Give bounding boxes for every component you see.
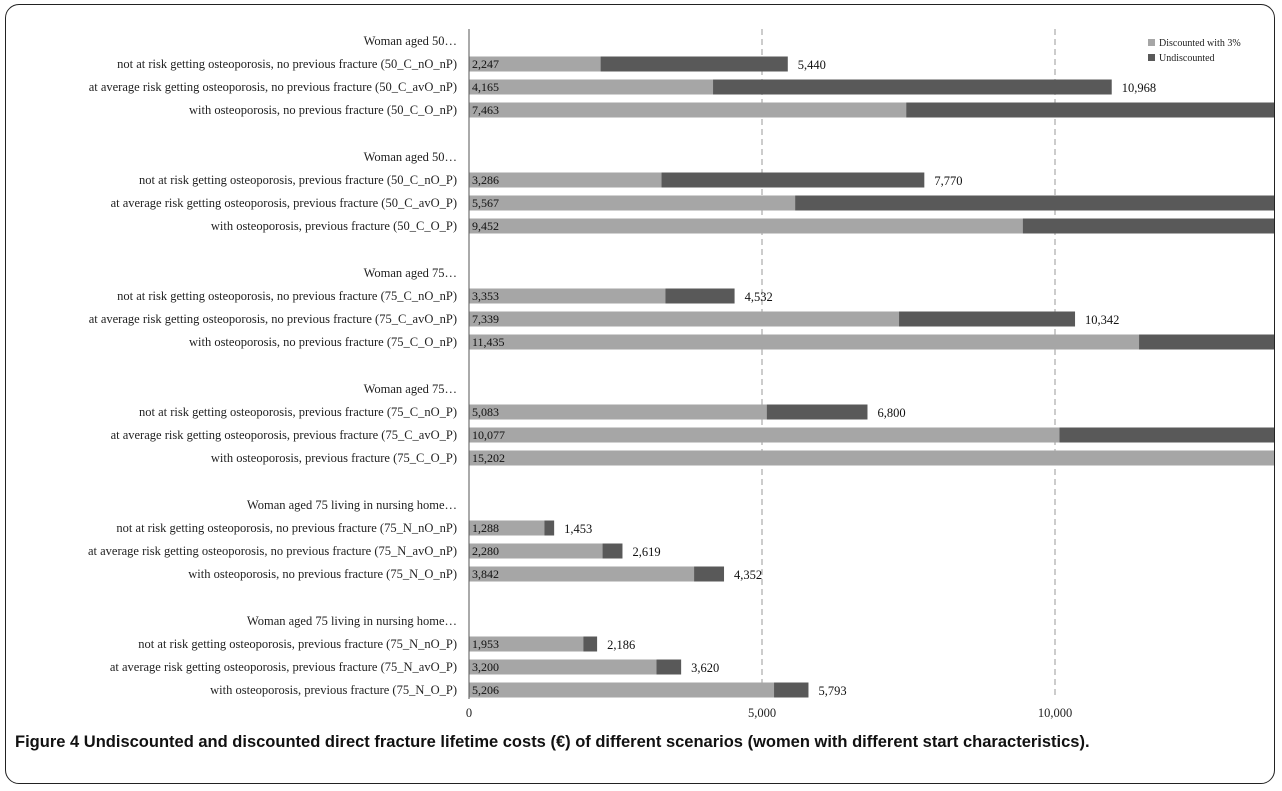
grid-lines — [761, 29, 1056, 699]
undiscounted-value-label: 6,800 — [877, 406, 905, 420]
category-label: with osteoporosis, no previous fracture … — [189, 335, 457, 349]
legend-swatch — [1148, 54, 1155, 61]
group-label: Woman aged 75… — [364, 382, 457, 396]
category-label: with osteoporosis, previous fracture (75… — [210, 683, 457, 697]
discounted-value-label: 10,077 — [472, 428, 505, 442]
bar-discounted — [469, 79, 714, 95]
bar-discounted — [469, 334, 1140, 350]
category-label: at average risk getting osteoporosis, pr… — [110, 660, 457, 674]
x-tick-label: 10,000 — [1038, 706, 1072, 720]
bar-discounted — [469, 218, 1023, 234]
category-label: not at risk getting osteoporosis, previo… — [139, 173, 457, 187]
undiscounted-value-label: 10,968 — [1122, 81, 1156, 95]
bar-discounted — [469, 566, 695, 582]
discounted-value-label: 1,288 — [472, 521, 499, 535]
category-label: not at risk getting osteoporosis, no pre… — [117, 289, 457, 303]
category-label: at average risk getting osteoporosis, pr… — [111, 196, 457, 210]
category-label: with osteoporosis, previous fracture (75… — [211, 451, 457, 465]
discounted-value-label: 3,353 — [472, 289, 499, 303]
discounted-value-label: 7,463 — [472, 103, 499, 117]
bar-discounted — [469, 520, 545, 536]
category-label: at average risk getting osteoporosis, no… — [89, 312, 457, 326]
undiscounted-value-label: 3,620 — [691, 661, 719, 675]
category-label: with osteoporosis, previous fracture (50… — [211, 219, 457, 233]
category-label: at average risk getting osteoporosis, pr… — [111, 428, 457, 442]
category-label: not at risk getting osteoporosis, previo… — [139, 405, 457, 419]
legend-swatch — [1148, 39, 1155, 46]
bar-discounted — [469, 427, 1060, 443]
group-label: Woman aged 75… — [364, 266, 457, 280]
figure-frame: Woman aged 50… not at risk getting osteop… — [5, 4, 1275, 784]
group-label: Woman aged 75 living in nursing home… — [247, 614, 457, 628]
discounted-value-label: 3,286 — [472, 173, 499, 187]
discounted-value-label: 1,953 — [472, 637, 499, 651]
legend-label: Discounted with 3% — [1159, 38, 1241, 49]
bar-discounted — [469, 311, 900, 327]
category-label: not at risk getting osteoporosis, no pre… — [116, 521, 457, 535]
discounted-value-label: 3,200 — [472, 660, 499, 674]
bars — [469, 56, 1274, 698]
category-label: with osteoporosis, no previous fracture … — [188, 567, 457, 581]
undiscounted-value-label: 4,532 — [745, 290, 773, 304]
bar-discounted — [469, 195, 796, 211]
category-label: at average risk getting osteoporosis, no… — [88, 544, 457, 558]
undiscounted-value-label: 4,352 — [734, 568, 762, 582]
discounted-value-label: 2,280 — [472, 544, 499, 558]
undiscounted-value-label: 7,770 — [934, 174, 962, 188]
x-tick-label: 0 — [466, 706, 472, 720]
discounted-value-label: 5,567 — [472, 196, 499, 210]
discounted-value-label: 2,247 — [472, 57, 499, 71]
undiscounted-value-label: 2,186 — [607, 638, 635, 652]
undiscounted-value-label: 5,440 — [798, 58, 826, 72]
caption-text: Undiscounted and discounted direct fract… — [83, 733, 1090, 751]
discounted-value-label: 4,165 — [472, 80, 499, 94]
bar-discounted — [469, 636, 584, 652]
figure-number: Figure 4 — [15, 733, 80, 751]
discounted-value-label: 7,339 — [472, 312, 499, 326]
stacked-bar-chart: Woman aged 50… not at risk getting osteop… — [88, 29, 1274, 720]
bar-discounted — [469, 172, 662, 188]
undiscounted-value-label: 5,793 — [818, 684, 846, 698]
category-label: not at risk getting osteoporosis, previo… — [138, 637, 457, 651]
discounted-value-label: 5,083 — [472, 405, 499, 419]
discounted-value-label: 9,452 — [472, 219, 499, 233]
discounted-value-label: 3,842 — [472, 567, 499, 581]
labels: Woman aged 50… not at risk getting osteop… — [88, 34, 1156, 698]
legend: Discounted with 3% Undiscounted — [1148, 38, 1241, 64]
bar-discounted — [469, 450, 1274, 466]
discounted-value-label: 15,202 — [472, 451, 505, 465]
bar-discounted — [469, 543, 603, 559]
group-label: Woman aged 50… — [364, 150, 457, 164]
bar-discounted — [469, 102, 907, 118]
undiscounted-value-label: 2,619 — [632, 545, 660, 559]
group-label: Woman aged 75 living in nursing home… — [247, 498, 457, 512]
category-label: at average risk getting osteoporosis, no… — [89, 80, 457, 94]
discounted-value-label: 11,435 — [472, 335, 505, 349]
group-label: Woman aged 50… — [364, 34, 457, 48]
legend-label: Undiscounted — [1159, 53, 1215, 64]
undiscounted-value-label: 10,342 — [1085, 313, 1119, 327]
discounted-value-label: 5,206 — [472, 683, 499, 697]
category-label: not at risk getting osteoporosis, no pre… — [117, 57, 457, 71]
x-tick-label: 5,000 — [748, 706, 776, 720]
category-label: with osteoporosis, no previous fracture … — [189, 103, 457, 117]
bar-discounted — [469, 659, 657, 675]
figure-caption: Figure 4 Undiscounted and discounted dir… — [15, 732, 1255, 753]
bar-discounted — [469, 288, 666, 304]
undiscounted-value-label: 1,453 — [564, 522, 592, 536]
bar-discounted — [469, 404, 767, 420]
bar-discounted — [469, 56, 601, 72]
bar-discounted — [469, 682, 775, 698]
